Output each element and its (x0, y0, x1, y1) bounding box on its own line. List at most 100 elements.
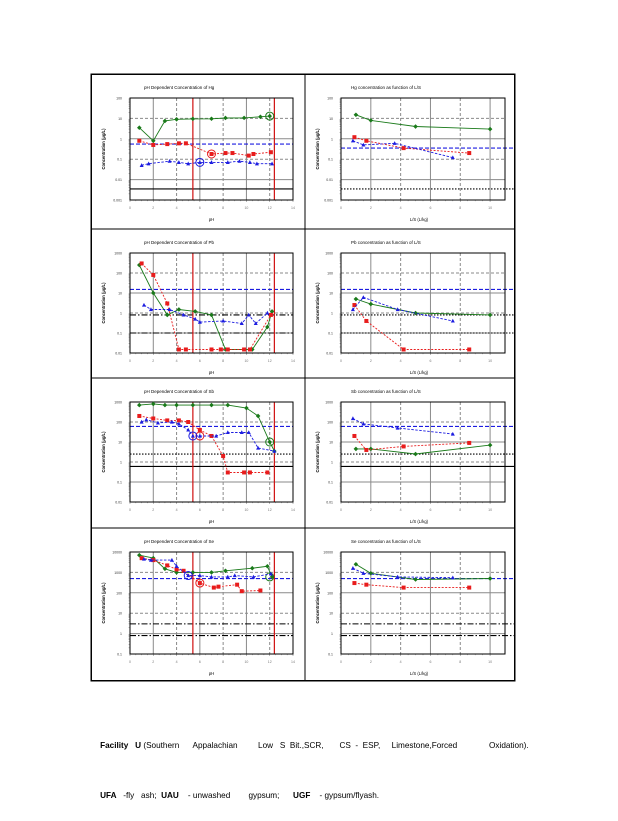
data-point-UFA (353, 561, 359, 567)
y-tick-label: 10000 (112, 551, 122, 555)
panel-border (304, 228, 516, 379)
chart-title: Se concentration as function of L/S (351, 539, 421, 544)
data-point-UAU (151, 416, 156, 421)
y-tick-label: 10000 (323, 551, 333, 555)
data-point-UFA (353, 296, 359, 302)
x-axis-label: pH (209, 671, 214, 676)
data-point-UAU (137, 413, 142, 418)
chart-title: pH Dependent Concentration of Se (144, 539, 215, 544)
data-point-UFA (368, 118, 374, 123)
data-point-UAU (165, 418, 170, 423)
x-axis-label: L/S (L/kg) (410, 519, 429, 524)
x-tick-label: 0 (340, 359, 342, 363)
y-axis-label: Concentration (µg/L) (101, 582, 106, 624)
data-point-UFA (137, 552, 142, 558)
data-point-UFA (162, 566, 168, 572)
data-point-UGF (155, 420, 160, 425)
x-tick-label: 10 (244, 206, 248, 210)
data-point-UAU (265, 470, 270, 475)
x-tick-label: 4 (176, 359, 178, 363)
y-tick-label: 1 (120, 461, 122, 465)
series-UGF (350, 295, 455, 323)
data-point-UAU (242, 470, 247, 475)
data-point-UAU (174, 567, 179, 572)
data-point-UGF (361, 421, 366, 426)
data-point-UFA (255, 413, 261, 419)
series-UAU (139, 556, 263, 594)
data-point-UFA (137, 262, 142, 268)
y-tick-label: 0.1 (117, 653, 122, 657)
chart-title: pH Dependent Concentration of Sb (144, 389, 215, 394)
natural-ph-marker-UAU (195, 578, 205, 588)
data-point-UAU (364, 582, 369, 587)
x-tick-label: 2 (152, 206, 154, 210)
plot-area (129, 252, 294, 354)
caption-ugf-desc: - gypsum/flyash. (310, 791, 380, 800)
plot-area (129, 97, 294, 201)
chart-title: pH Dependent Concentration of Pb (144, 240, 215, 245)
data-point-UGF (144, 417, 149, 422)
data-point-UGF (450, 318, 455, 323)
data-point-UAU (401, 347, 406, 352)
data-point-UGF (254, 161, 259, 166)
x-tick-label: 10 (488, 206, 492, 210)
caption-line-1: Facility U (Southern Appalachian Low S B… (91, 731, 529, 761)
series-UGF (141, 556, 273, 581)
y-tick-label: 10 (118, 612, 122, 616)
plot-area (340, 401, 506, 503)
series-UGF (350, 416, 455, 436)
data-point-UGF (450, 575, 455, 580)
x-tick-label: 6 (429, 508, 431, 512)
y-tick-label: 0.01 (326, 501, 333, 505)
x-tick-label: 0 (129, 359, 131, 363)
x-tick-label: 0 (340, 660, 342, 664)
data-point-UGF (350, 566, 355, 570)
data-point-UAU (209, 347, 214, 352)
y-tick-label: 0.1 (328, 158, 333, 162)
x-tick-label: 12 (268, 206, 272, 210)
data-point-UGF (197, 160, 202, 164)
y-tick-label: 0.001 (324, 199, 333, 203)
data-point-UAU (467, 347, 472, 352)
series-line-UFA (139, 554, 273, 578)
x-tick-label: 8 (459, 508, 461, 512)
y-tick-label: 1 (331, 137, 333, 141)
x-tick-label: 14 (291, 359, 295, 363)
series-line-UFA (139, 403, 275, 452)
data-point-UAU (364, 318, 369, 323)
data-point-UGF (361, 295, 366, 300)
data-point-UFA (265, 324, 270, 330)
figure-charts: pH Dependent Concentration of Hg0 2 4 6 8 10 1… (90, 73, 516, 682)
data-point-UGF (190, 433, 195, 438)
y-tick-label: 1 (120, 312, 122, 316)
data-point-UAU (151, 142, 156, 147)
series-line-UGF (143, 304, 268, 325)
series-line-UAU (354, 435, 470, 451)
x-tick-label: 0 (129, 660, 131, 664)
data-point-UAU (183, 347, 188, 352)
y-tick-label: 10 (329, 441, 333, 445)
data-point-UFA (265, 563, 270, 569)
y-tick-label: 100 (116, 421, 122, 425)
data-point-UAU (467, 151, 472, 156)
series-line-UFA (355, 298, 491, 316)
x-tick-label: 2 (152, 660, 154, 664)
y-tick-label: 0.1 (328, 481, 333, 485)
data-point-UAU (165, 142, 170, 147)
data-point-UGF (361, 142, 366, 147)
natural-ph-marker-UGF (183, 571, 193, 581)
x-tick-label: 2 (370, 359, 372, 363)
plot-area (340, 252, 506, 354)
series-UFA (137, 401, 277, 454)
panel-border (304, 73, 516, 230)
data-point-UFA (368, 301, 374, 307)
series-UFA (137, 111, 275, 144)
data-point-UGF (209, 574, 214, 579)
series-UFA (353, 442, 493, 457)
y-tick-label: 100 (116, 591, 122, 595)
data-point-UFA (225, 402, 231, 408)
data-point-UGF (246, 312, 251, 317)
data-point-UFA (241, 115, 247, 121)
y-tick-label: 0.01 (326, 352, 333, 356)
y-tick-label: 1 (120, 137, 122, 141)
